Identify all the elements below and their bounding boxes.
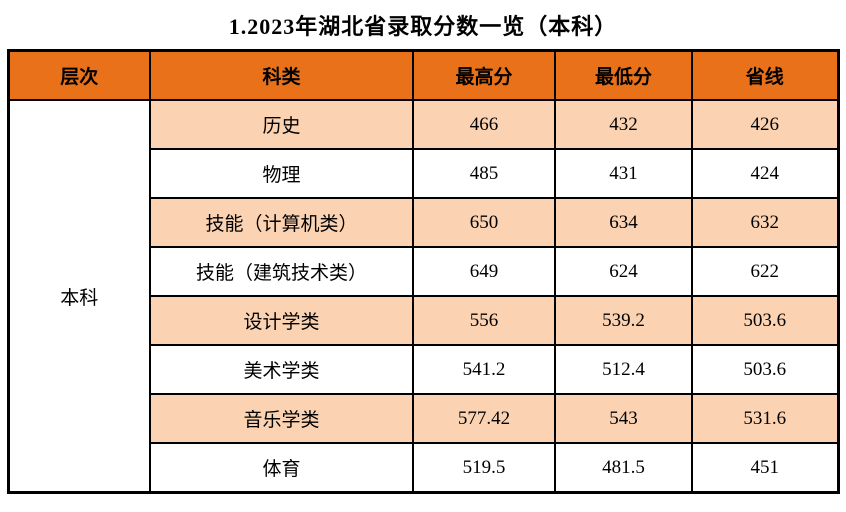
header-cell-level: 层次 [7, 49, 151, 101]
page-title: 1.2023年湖北省录取分数一览（本科） [228, 14, 618, 39]
max-score-cell: 519.5 [412, 442, 556, 494]
min-score-cell: 431 [554, 148, 693, 199]
table-body: 本科 历史 466 432 426 物理 485 431 424 技能（计算机类… [7, 99, 839, 494]
min-score-cell: 624 [554, 246, 693, 297]
table-row: 本科 历史 466 432 426 [7, 99, 839, 494]
header-cell-max-score: 最高分 [412, 49, 556, 101]
min-score-cell: 432 [554, 99, 693, 150]
table-row: 美术学类 541.2 512.4 503.6 [8, 344, 839, 395]
header-cell-province-line: 省线 [691, 49, 839, 101]
table-row: 技能（计算机类） 650 634 632 [8, 197, 839, 248]
max-score-cell: 650 [412, 197, 556, 248]
table-row: 物理 485 431 424 [8, 148, 839, 199]
max-score-cell: 466 [412, 99, 556, 150]
province-line-cell: 424 [691, 148, 839, 199]
max-score-cell: 541.2 [412, 344, 556, 395]
max-score-cell: 485 [412, 148, 556, 199]
header-cell-min-score: 最低分 [554, 49, 693, 101]
province-line-cell: 503.6 [691, 344, 839, 395]
category-cell: 历史 [149, 99, 414, 150]
level-cell: 本科 [7, 99, 151, 494]
min-score-cell: 481.5 [554, 442, 693, 494]
category-cell: 体育 [149, 442, 414, 494]
table-row: 设计学类 556 539.2 503.6 [8, 295, 839, 346]
table-row: 音乐学类 577.42 543 531.6 [8, 393, 839, 444]
max-score-cell: 649 [412, 246, 556, 297]
table-row: 技能（建筑技术类） 649 624 622 [8, 246, 839, 297]
category-cell: 技能（计算机类） [149, 197, 414, 248]
province-line-cell: 632 [691, 197, 839, 248]
province-line-cell: 503.6 [691, 295, 839, 346]
table-row: 体育 519.5 481.5 451 [8, 442, 839, 494]
province-line-cell: 622 [691, 246, 839, 297]
min-score-cell: 539.2 [554, 295, 693, 346]
table-header: 层次 科类 最高分 最低分 省线 [7, 49, 839, 101]
max-score-cell: 577.42 [412, 393, 556, 444]
province-line-cell: 426 [691, 99, 839, 150]
min-score-cell: 512.4 [554, 344, 693, 395]
category-cell: 美术学类 [149, 344, 414, 395]
category-cell: 设计学类 [149, 295, 414, 346]
category-cell: 物理 [149, 148, 414, 199]
province-line-cell: 531.6 [691, 393, 839, 444]
category-cell: 音乐学类 [149, 393, 414, 444]
category-cell: 技能（建筑技术类） [149, 246, 414, 297]
min-score-cell: 543 [554, 393, 693, 444]
header-row: 层次 科类 最高分 最低分 省线 [7, 49, 839, 101]
admission-score-table: 层次 科类 最高分 最低分 省线 本科 历史 466 432 426 物理 48… [6, 49, 840, 494]
min-score-cell: 634 [554, 197, 693, 248]
max-score-cell: 556 [412, 295, 556, 346]
province-line-cell: 451 [691, 442, 839, 494]
header-cell-category: 科类 [149, 49, 414, 101]
